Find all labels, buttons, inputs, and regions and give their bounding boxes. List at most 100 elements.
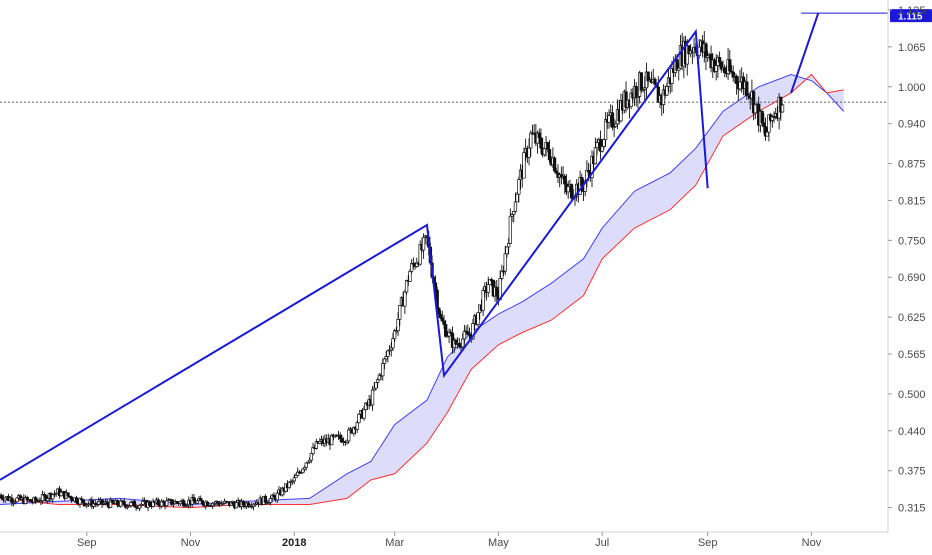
current-price-badge bbox=[890, 9, 932, 23]
candle-body bbox=[634, 86, 638, 98]
candle-body bbox=[552, 157, 557, 172]
candle-body bbox=[457, 343, 461, 347]
candle bbox=[522, 147, 526, 179]
candle-body bbox=[461, 338, 465, 348]
candle bbox=[200, 500, 205, 506]
x-tick-label: Sep bbox=[77, 537, 97, 549]
candle-body bbox=[199, 498, 203, 501]
candle-body bbox=[105, 501, 109, 505]
candle-body bbox=[97, 500, 101, 505]
candle bbox=[607, 109, 611, 129]
candle bbox=[54, 492, 58, 498]
y-tick-label: 0.815 bbox=[898, 195, 926, 207]
candle-body bbox=[539, 137, 543, 149]
candle-body bbox=[745, 81, 749, 97]
candle-body bbox=[374, 382, 378, 389]
candle-body bbox=[391, 338, 395, 349]
candle-body bbox=[304, 462, 308, 468]
candle-body bbox=[165, 500, 169, 507]
candle bbox=[347, 427, 351, 444]
candle-body bbox=[253, 503, 257, 506]
candle-body bbox=[486, 284, 490, 293]
candle bbox=[569, 183, 574, 200]
candle bbox=[753, 103, 757, 120]
candle-body bbox=[311, 447, 315, 454]
candle-body bbox=[234, 502, 239, 509]
candle bbox=[481, 287, 485, 317]
candle-body bbox=[442, 320, 446, 325]
candle bbox=[593, 137, 598, 165]
candle-body bbox=[513, 201, 518, 212]
candle-body bbox=[159, 500, 164, 507]
candle bbox=[760, 110, 764, 125]
candle bbox=[506, 237, 511, 255]
candle-body bbox=[205, 501, 210, 507]
candle bbox=[362, 405, 366, 421]
candle bbox=[462, 324, 467, 346]
y-tick-label: 0.750 bbox=[898, 235, 926, 247]
candle-body bbox=[665, 86, 669, 96]
candle bbox=[559, 166, 564, 185]
candle-body bbox=[421, 237, 426, 251]
candle-body bbox=[495, 286, 499, 297]
candle-body bbox=[382, 358, 387, 364]
candle bbox=[639, 72, 643, 93]
candle bbox=[598, 130, 603, 160]
candle-body bbox=[108, 499, 113, 508]
candle-body bbox=[192, 497, 196, 502]
candle-body bbox=[182, 500, 186, 507]
candle bbox=[110, 499, 114, 504]
candle bbox=[156, 497, 160, 507]
x-tick-label: Nov bbox=[802, 537, 822, 549]
x-tick-label: Sep bbox=[698, 537, 718, 549]
candle-body bbox=[195, 500, 199, 504]
candle-body bbox=[512, 211, 516, 215]
candle bbox=[15, 496, 19, 503]
candle bbox=[370, 386, 375, 411]
y-tick-label: 0.940 bbox=[898, 119, 926, 131]
candle-body bbox=[438, 313, 443, 319]
candle-body bbox=[110, 499, 114, 503]
candle-body bbox=[444, 324, 448, 337]
candle-body bbox=[506, 242, 511, 248]
candle-body bbox=[614, 123, 618, 127]
current-price-label: 1.115 bbox=[898, 12, 923, 23]
candle bbox=[410, 259, 414, 274]
candle bbox=[704, 41, 708, 71]
candle-body bbox=[287, 481, 291, 489]
candle bbox=[603, 112, 608, 147]
candle bbox=[78, 497, 82, 508]
candle-body bbox=[362, 409, 366, 419]
candle-body bbox=[738, 81, 742, 90]
candle-body bbox=[376, 379, 380, 383]
y-tick-label: 0.690 bbox=[898, 272, 926, 284]
candle bbox=[309, 453, 313, 464]
y-tick-label: 1.065 bbox=[898, 42, 926, 54]
candle-body bbox=[610, 112, 615, 128]
candle bbox=[85, 504, 89, 509]
candle-body bbox=[476, 312, 480, 325]
candle-body bbox=[156, 499, 160, 505]
candle-body bbox=[563, 175, 567, 185]
candle-body bbox=[505, 246, 509, 255]
candle bbox=[129, 500, 133, 508]
candle bbox=[304, 462, 308, 471]
candle bbox=[513, 192, 518, 213]
candle bbox=[398, 304, 402, 326]
candle bbox=[81, 499, 86, 507]
candle bbox=[311, 442, 315, 456]
candle-body bbox=[734, 75, 739, 84]
candle bbox=[719, 60, 723, 73]
candle bbox=[122, 498, 126, 508]
candle-body bbox=[542, 148, 547, 156]
candle bbox=[529, 130, 533, 157]
candle-body bbox=[268, 498, 273, 503]
candle-body bbox=[275, 492, 279, 501]
candle-body bbox=[137, 505, 142, 509]
candle-body bbox=[753, 104, 757, 114]
candle bbox=[66, 492, 70, 498]
candle-body bbox=[309, 453, 313, 461]
y-tick-label: 0.500 bbox=[898, 389, 926, 401]
